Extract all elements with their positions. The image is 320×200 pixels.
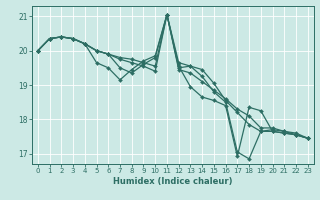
- X-axis label: Humidex (Indice chaleur): Humidex (Indice chaleur): [113, 177, 233, 186]
